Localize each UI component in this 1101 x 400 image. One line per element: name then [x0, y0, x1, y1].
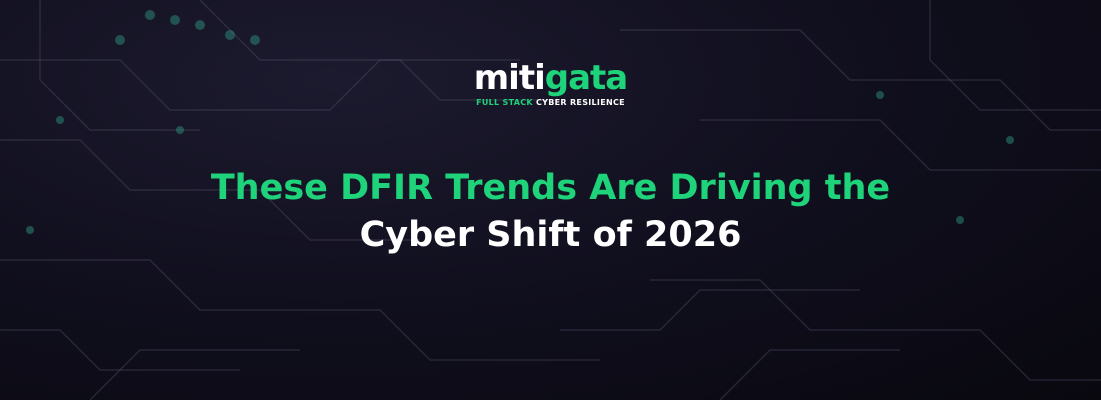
headline-line: Cyber Shift of 2026 [359, 215, 742, 255]
headline-line: These DFIR Trends Are Driving the [210, 168, 891, 208]
headline: These DFIR Trends Are Driving the Cyber … [0, 165, 1101, 259]
tagline-highlight: FULL STACK [476, 98, 533, 107]
logo: mitigata FULL STACK CYBER RESILIENCE [0, 58, 1101, 107]
tagline-rest: CYBER RESILIENCE [536, 98, 625, 107]
logo-name: mitigata [0, 58, 1101, 98]
logo-tagline: FULL STACK CYBER RESILIENCE [0, 98, 1101, 107]
logo-name-part: miti [473, 58, 546, 98]
logo-name-part: gata [544, 58, 628, 98]
